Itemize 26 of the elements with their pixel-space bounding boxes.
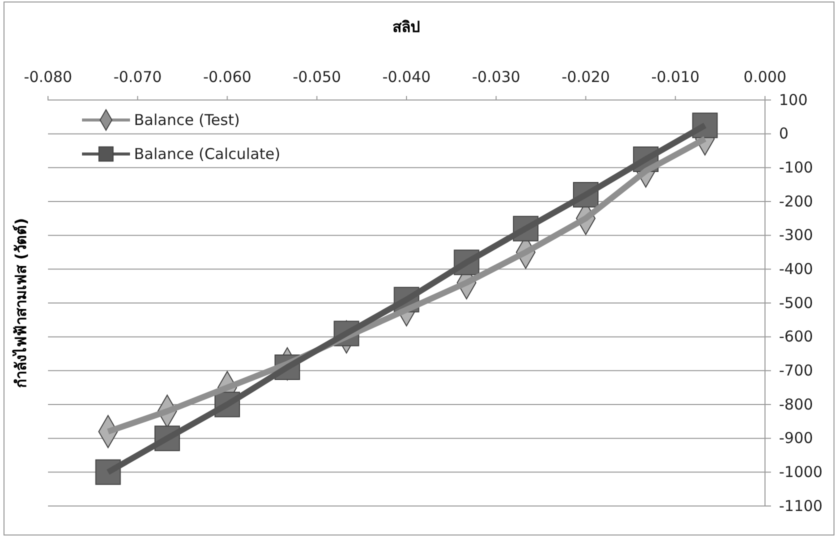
y-tick-label: 0	[779, 124, 789, 143]
x-tick-label: -0.060	[203, 68, 252, 86]
legend-label: Balance (Test)	[134, 111, 240, 129]
x-tick-label: -0.050	[292, 68, 342, 86]
x-tick-label: -0.040	[382, 68, 431, 86]
y-tick-label: -400	[779, 260, 814, 278]
y-tick-label: -900	[779, 429, 814, 448]
x-axis-title: สลิป	[392, 18, 420, 36]
y-tick-label: -100	[779, 158, 814, 176]
x-tick-label: -0.030	[472, 68, 520, 86]
x-tick-label: -0.020	[562, 68, 610, 86]
y-tick-label: 100	[779, 90, 808, 109]
x-tick-label: -0.080	[24, 68, 72, 86]
x-tick-label: 0.000	[744, 68, 786, 86]
y-tick-label: -300	[779, 226, 814, 244]
legend-label: Balance (Calculate)	[134, 145, 280, 163]
y-tick-label: -600	[779, 328, 814, 346]
x-tick-label: -0.010	[651, 68, 700, 86]
y-axis-title: กำลังไฟฟ้าสามเฟส (วัตต์)	[11, 218, 30, 388]
x-tick-label: -0.070	[113, 68, 162, 86]
y-tick-label: -200	[779, 192, 814, 210]
y-tick-label: -500	[779, 294, 814, 312]
y-tick-label: -700	[779, 361, 814, 380]
y-tick-label: -1100	[779, 496, 823, 515]
y-tick-label: -800	[779, 395, 814, 414]
y-tick-label: -1000	[779, 462, 823, 481]
